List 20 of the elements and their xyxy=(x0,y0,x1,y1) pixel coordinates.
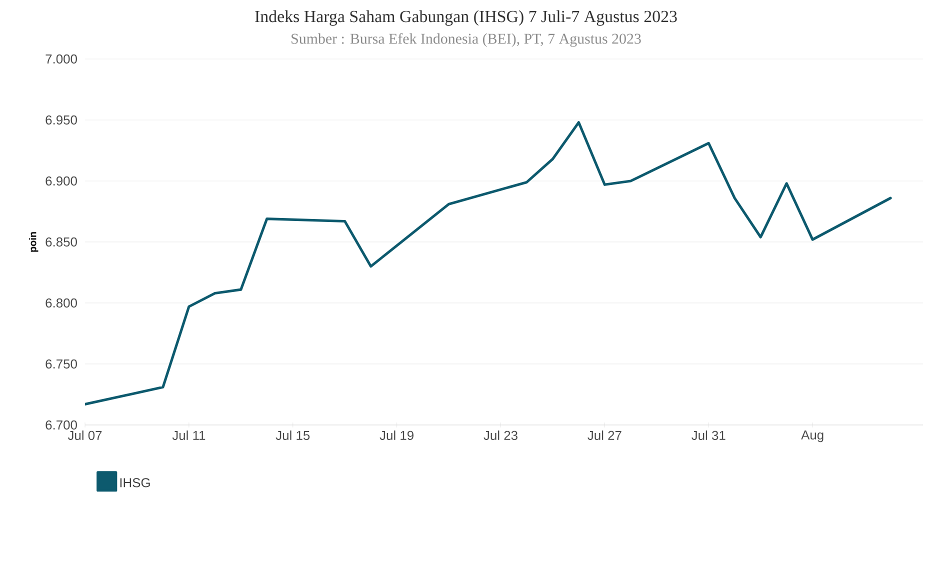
y-tick-label: 6.800 xyxy=(46,298,77,308)
x-tick-label: Jul 27 xyxy=(588,430,622,440)
y-tick-label: 6.750 xyxy=(46,359,77,369)
legend-label: IHSG xyxy=(120,478,150,488)
x-tick-label: Jul 23 xyxy=(484,430,518,440)
y-tick-label: 7.000 xyxy=(46,54,77,64)
y-tick-label: 6.950 xyxy=(46,115,77,125)
y-tick-label: 6.850 xyxy=(46,237,77,247)
x-tick-label: Jul 15 xyxy=(276,430,310,440)
x-tick-label: Jul 19 xyxy=(380,430,414,440)
chart-title: Indeks Harga Saham Gabungan (IHSG) 7 Juli-7 Agustus 2023 xyxy=(255,10,677,26)
y-axis-title: poin xyxy=(28,232,38,252)
x-tick-label: Jul 11 xyxy=(172,430,206,440)
line-series xyxy=(85,121,892,406)
x-tick-label: Aug xyxy=(801,430,824,442)
y-tick-label: 6.900 xyxy=(46,176,77,186)
x-tick-label: Jul 31 xyxy=(692,430,726,440)
x-tick-label: Jul 07 xyxy=(68,430,102,440)
chart-subtitle: Sumber : Bursa Efek Indonesia (BEI), PT, 7 Agustus 2023 xyxy=(292,33,641,47)
y-tick-label: 6.700 xyxy=(46,420,77,430)
